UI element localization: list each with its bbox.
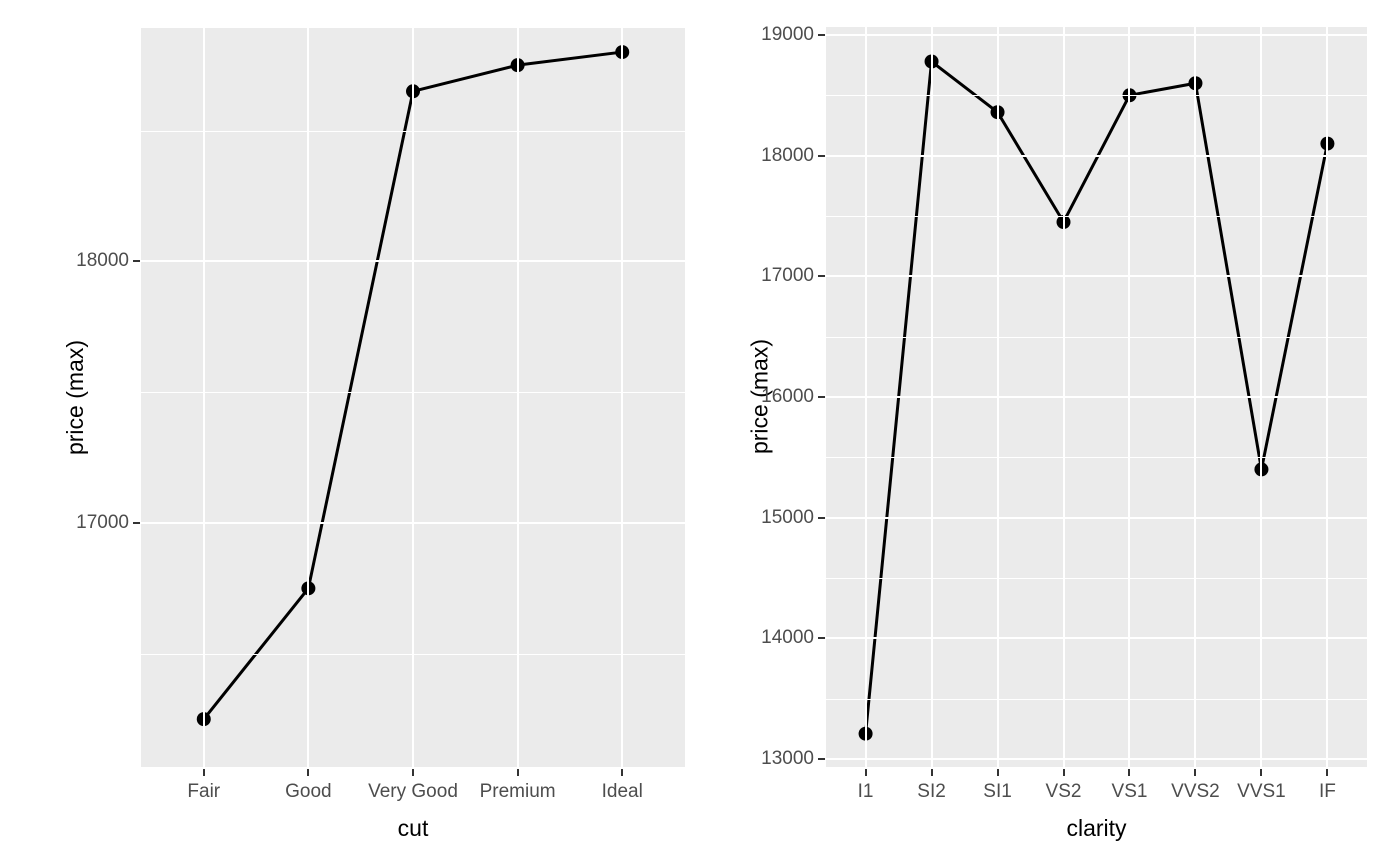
y-axis-tick-label: 16000 — [761, 386, 814, 407]
facet-panel-cut: price (max) 17000 18000 Fair Good Very Good… — [61, 28, 685, 841]
x-axis-tick-label: Premium — [479, 781, 556, 802]
facet-panel-clarity: price (max) 13000 14000 15000 16000 17000 180… — [700, 0, 1400, 866]
gridline-major-horizontal — [826, 396, 1367, 398]
y-axis-tick-label: 19000 — [761, 23, 814, 45]
y-axis-tick-label: 17000 — [761, 265, 814, 287]
x-axis-tick-label: Very Good — [368, 781, 458, 802]
x-axis-tick-mark — [202, 769, 205, 776]
gridline-major-vertical — [1062, 27, 1065, 767]
gridline-major-vertical — [864, 27, 867, 767]
x-axis-tick-label: Ideal — [601, 781, 643, 802]
y-axis-title-cut: price (max) — [61, 339, 88, 455]
y-axis-tick-mark — [818, 154, 825, 157]
x-axis-tick-mark — [930, 769, 933, 776]
x-axis-title-cut: cut — [397, 815, 429, 841]
y-axis-tick-label: 13000 — [761, 748, 814, 770]
y-axis-tick-label: 14000 — [761, 627, 814, 649]
gridline-major-horizontal — [826, 275, 1367, 278]
x-axis-tick-label: Fair — [187, 781, 221, 802]
y-axis-tick-label: 15000 — [761, 506, 814, 528]
x-axis-tick-label: VVS1 — [1237, 781, 1286, 802]
x-axis-tick-label: VVS2 — [1171, 781, 1220, 802]
y-axis-tick-mark — [818, 637, 825, 640]
x-axis-tick-mark — [1062, 769, 1065, 776]
x-axis-tick-mark — [1128, 769, 1131, 776]
gridline-major-vertical — [1194, 27, 1197, 767]
x-axis-tick-label: SI2 — [917, 781, 946, 802]
y-axis-tick-mark — [818, 33, 825, 36]
x-axis-tick-label: VS2 — [1045, 781, 1082, 802]
y-axis-tick-label: 18000 — [761, 144, 814, 166]
y-axis-tick-mark — [133, 260, 140, 263]
x-axis-tick-mark — [516, 769, 519, 776]
gridline-major-vertical — [930, 27, 933, 767]
x-axis-title-clarity: clarity — [1066, 815, 1127, 841]
gridline-major-vertical — [621, 28, 624, 767]
x-axis-tick-mark — [307, 769, 310, 776]
x-axis-tick-mark — [1260, 769, 1263, 776]
x-axis-tick-label: SI1 — [983, 781, 1012, 802]
gridline-major-horizontal — [826, 758, 1367, 761]
y-axis-tick-mark — [818, 758, 825, 761]
gridline-major-vertical — [996, 27, 999, 767]
x-axis-tick-mark — [621, 769, 624, 776]
gridline-minor-horizontal — [826, 337, 1367, 338]
gridline-major-vertical — [1128, 27, 1131, 767]
y-axis-tick-mark — [133, 521, 140, 524]
gridline-minor-horizontal — [826, 216, 1367, 217]
y-axis-tick-label: 18000 — [76, 250, 129, 272]
x-axis-tick-mark — [864, 769, 867, 776]
x-axis-tick-label: IF — [1318, 781, 1336, 802]
plot-area-cut — [141, 28, 685, 767]
gridline-major-vertical — [516, 28, 519, 767]
gridline-minor-horizontal — [826, 578, 1367, 579]
gridline-major-horizontal — [826, 516, 1367, 519]
gridline-major-vertical — [412, 28, 414, 767]
gridline-major-vertical — [1260, 27, 1263, 767]
x-axis-tick-mark — [1194, 769, 1197, 776]
y-axis-tick-label: 17000 — [76, 511, 129, 533]
y-axis-tick-mark — [818, 516, 825, 519]
gridline-major-vertical — [307, 28, 310, 767]
y-axis-tick-mark — [818, 275, 825, 278]
gridline-major-horizontal — [826, 637, 1367, 640]
x-axis-tick-mark — [412, 769, 414, 776]
gridline-major-horizontal — [826, 154, 1367, 157]
gridline-major-vertical — [202, 28, 205, 767]
x-axis-tick-label: VS1 — [1111, 781, 1148, 802]
x-axis-tick-mark — [996, 769, 999, 776]
gridline-minor-horizontal — [826, 457, 1367, 458]
y-axis-tick-mark — [818, 396, 825, 398]
gridline-major-horizontal — [826, 33, 1367, 36]
plot-area-clarity — [826, 27, 1367, 767]
x-axis-tick-label: Good — [285, 781, 332, 802]
gridline-minor-horizontal — [826, 95, 1367, 96]
x-axis-tick-label: I1 — [857, 781, 874, 802]
gridline-major-vertical — [1326, 27, 1329, 767]
x-axis-tick-mark — [1326, 769, 1329, 776]
gridline-minor-horizontal — [826, 699, 1367, 700]
